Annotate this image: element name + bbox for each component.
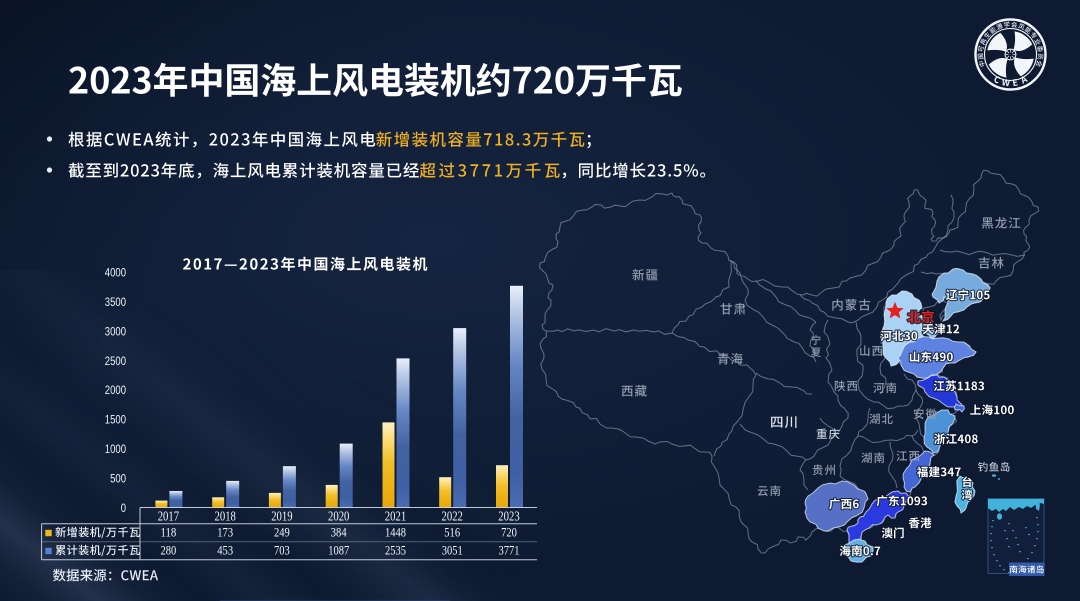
- svg-text:453: 453: [217, 543, 233, 557]
- svg-text:1448: 1448: [385, 525, 406, 539]
- svg-text:2020: 2020: [328, 509, 350, 524]
- svg-text:1000: 1000: [105, 442, 126, 456]
- svg-text:516: 516: [444, 525, 460, 539]
- svg-text:2022: 2022: [442, 509, 463, 524]
- svg-text:3000: 3000: [105, 324, 126, 338]
- svg-text:720: 720: [501, 525, 517, 539]
- svg-text:1500: 1500: [105, 413, 126, 427]
- svg-text:3051: 3051: [442, 543, 463, 557]
- svg-text:2023: 2023: [498, 509, 520, 524]
- svg-text:118: 118: [161, 525, 177, 539]
- svg-text:3771: 3771: [499, 543, 520, 557]
- svg-text:2500: 2500: [105, 354, 126, 368]
- svg-text:500: 500: [110, 471, 126, 485]
- svg-text:2535: 2535: [385, 543, 406, 557]
- svg-text:703: 703: [274, 543, 290, 557]
- svg-text:2000: 2000: [105, 383, 126, 397]
- svg-text:4000: 4000: [105, 266, 126, 280]
- svg-text:3500: 3500: [105, 295, 126, 309]
- svg-text:2017: 2017: [158, 509, 180, 524]
- svg-text:249: 249: [274, 525, 290, 539]
- svg-text:2019: 2019: [271, 509, 293, 524]
- svg-text:2021: 2021: [385, 509, 406, 524]
- svg-text:2018: 2018: [215, 509, 237, 524]
- svg-text:280: 280: [161, 543, 177, 557]
- svg-text:384: 384: [331, 525, 347, 539]
- svg-text:0: 0: [121, 501, 127, 515]
- svg-text:1087: 1087: [328, 543, 349, 557]
- svg-text:173: 173: [217, 525, 233, 539]
